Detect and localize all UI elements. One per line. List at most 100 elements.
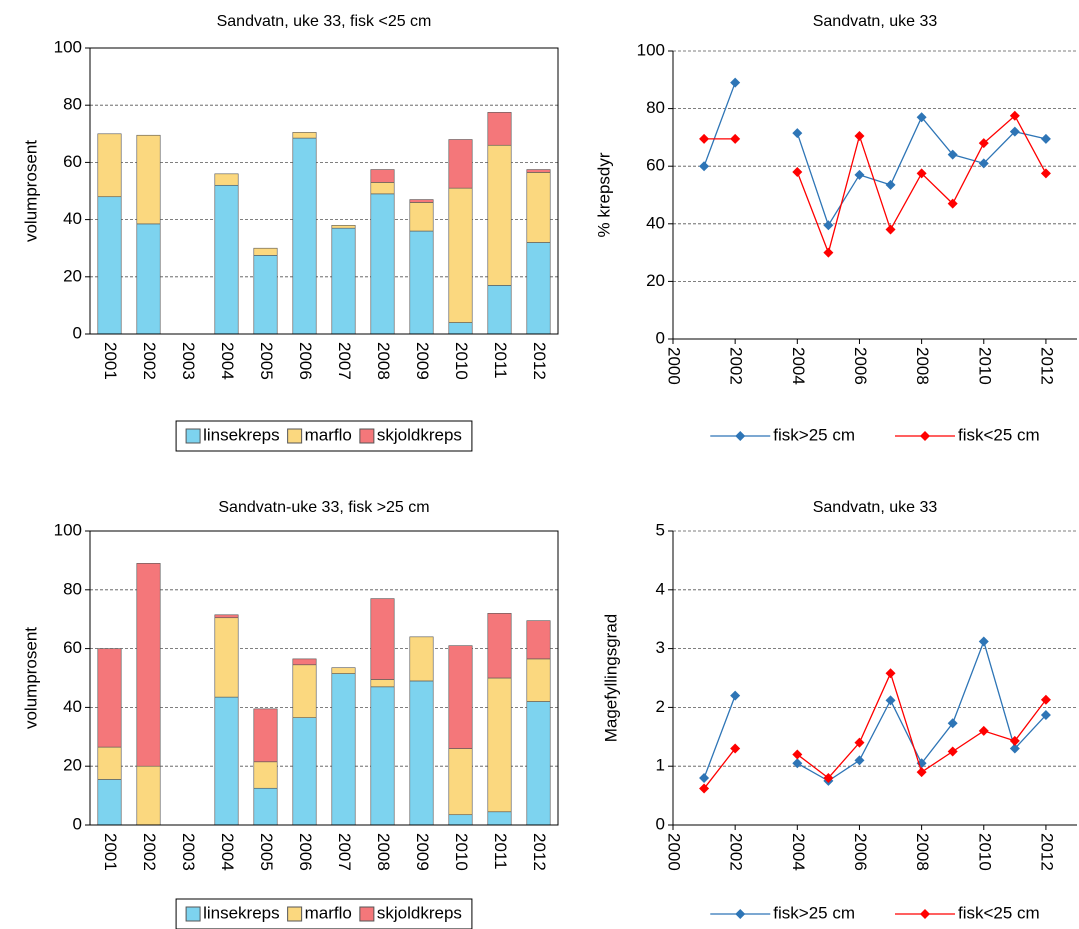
data-point — [1009, 110, 1020, 121]
bar-segment — [487, 613, 512, 679]
legend-label: linsekreps — [203, 425, 280, 444]
data-point — [854, 755, 865, 766]
data-point — [947, 198, 958, 209]
data-point — [823, 220, 834, 231]
data-point — [916, 767, 927, 778]
bar-segment — [370, 193, 395, 335]
data-point — [978, 725, 989, 736]
bar-segment — [136, 563, 161, 767]
data-point — [730, 133, 741, 144]
x-tick-label: 2002 — [140, 342, 159, 380]
data-line — [704, 114, 1047, 255]
x-tick-label: 2010 — [452, 833, 471, 871]
x-tick-label: 2003 — [179, 342, 198, 380]
bar-segment — [370, 679, 395, 688]
legend-label: fisk>25 cm — [773, 903, 855, 922]
legend-item: fisk>25 cm — [710, 903, 855, 922]
legend: fisk>25 cm fisk<25 cm — [710, 903, 1040, 922]
legend-swatch — [185, 906, 201, 922]
bar-segment — [526, 620, 551, 660]
bar-segment — [292, 137, 317, 335]
bar-segment — [487, 811, 512, 826]
x-tick-label: 2000 — [665, 833, 684, 871]
legend-label: skjoldkreps — [377, 425, 462, 444]
bar-segment — [214, 173, 239, 186]
y-tick-label: 20 — [63, 756, 82, 775]
y-tick-label: 1 — [656, 756, 665, 775]
data-point — [916, 168, 927, 179]
data-point — [854, 737, 865, 748]
y-tick-label: 60 — [63, 638, 82, 657]
plot-frame — [89, 47, 559, 335]
legend: linsekreps marflo skjoldkreps — [175, 420, 473, 452]
bar-segment — [253, 761, 278, 789]
legend-marker — [920, 909, 930, 919]
y-tick-label: 40 — [63, 209, 82, 228]
x-tick-label: 2008 — [374, 833, 393, 871]
bar-segment — [292, 658, 317, 666]
legend-marker — [920, 431, 930, 441]
plot-frame — [89, 530, 559, 826]
bar-segment — [526, 172, 551, 243]
y-tick-label: 100 — [637, 40, 665, 59]
data-point — [823, 247, 834, 258]
legend-item: fisk>25 cm — [710, 425, 855, 444]
bar-segment — [292, 717, 317, 826]
data-point — [699, 161, 710, 172]
data-point — [885, 224, 896, 235]
bar-segment — [331, 667, 356, 674]
x-tick-label: 2001 — [101, 342, 120, 380]
chart-title: Sandvatn, uke 33 — [813, 13, 938, 30]
x-tick-label: 2009 — [413, 833, 432, 871]
chart-panel: Sandvatn, uke 33 % krepsdyr 0 20 40 60 80 100 20… — [594, 13, 1077, 444]
legend-item: fisk<25 cm — [895, 425, 1040, 444]
legend-item: skjoldkreps — [359, 903, 462, 922]
bar-segment — [253, 247, 278, 256]
data-point — [1009, 743, 1020, 754]
x-tick-label: 2003 — [179, 833, 198, 871]
x-tick-label: 2001 — [101, 833, 120, 871]
x-tick-label: 2012 — [530, 342, 549, 380]
data-point — [823, 772, 834, 783]
bar-segment — [409, 199, 434, 203]
chart-panel: Sandvatn, uke 33, fisk <25 cm volumprosen… — [21, 13, 559, 452]
x-tick-label: 2005 — [257, 833, 276, 871]
legend-item: linsekreps — [185, 903, 280, 922]
x-tick-label: 2004 — [789, 347, 808, 385]
bar-segment — [487, 677, 512, 813]
legend-label: fisk<25 cm — [958, 903, 1040, 922]
legend-marker — [735, 431, 746, 441]
x-tick-label: 2002 — [140, 833, 159, 871]
y-tick-label: 80 — [646, 98, 665, 117]
y-tick-label: 20 — [646, 271, 665, 290]
y-tick-label: 100 — [54, 520, 82, 539]
x-tick-label: 2005 — [257, 342, 276, 380]
bar-segment — [292, 132, 317, 139]
y-tick-label: 60 — [63, 152, 82, 171]
bar-segment — [448, 139, 473, 189]
legend-swatch — [359, 428, 375, 444]
data-line — [703, 639, 1047, 782]
chart-title: Sandvatn, uke 33 — [813, 499, 938, 516]
legend-box — [175, 898, 473, 929]
y-axis-label: % krepsdyr — [594, 152, 613, 237]
bar-segment — [409, 680, 434, 826]
bar-segment — [370, 686, 395, 826]
data-point — [885, 695, 896, 706]
bar-segment — [97, 133, 122, 198]
legend-label: fisk<25 cm — [958, 425, 1040, 444]
data-point — [792, 128, 803, 139]
bar-segment — [136, 223, 161, 335]
legend-label: marflo — [305, 425, 352, 444]
data-point — [1040, 694, 1051, 705]
bar-segment — [97, 779, 122, 826]
x-tick-label: 2012 — [1037, 833, 1056, 871]
x-tick-label: 2008 — [913, 833, 932, 871]
x-tick-label: 2006 — [296, 833, 315, 871]
x-tick-label: 2004 — [789, 833, 808, 871]
bar-segment — [526, 169, 551, 173]
bar-segment — [409, 202, 434, 232]
bar-segment — [214, 614, 239, 619]
data-point — [699, 772, 710, 783]
bar-segment — [136, 765, 161, 826]
